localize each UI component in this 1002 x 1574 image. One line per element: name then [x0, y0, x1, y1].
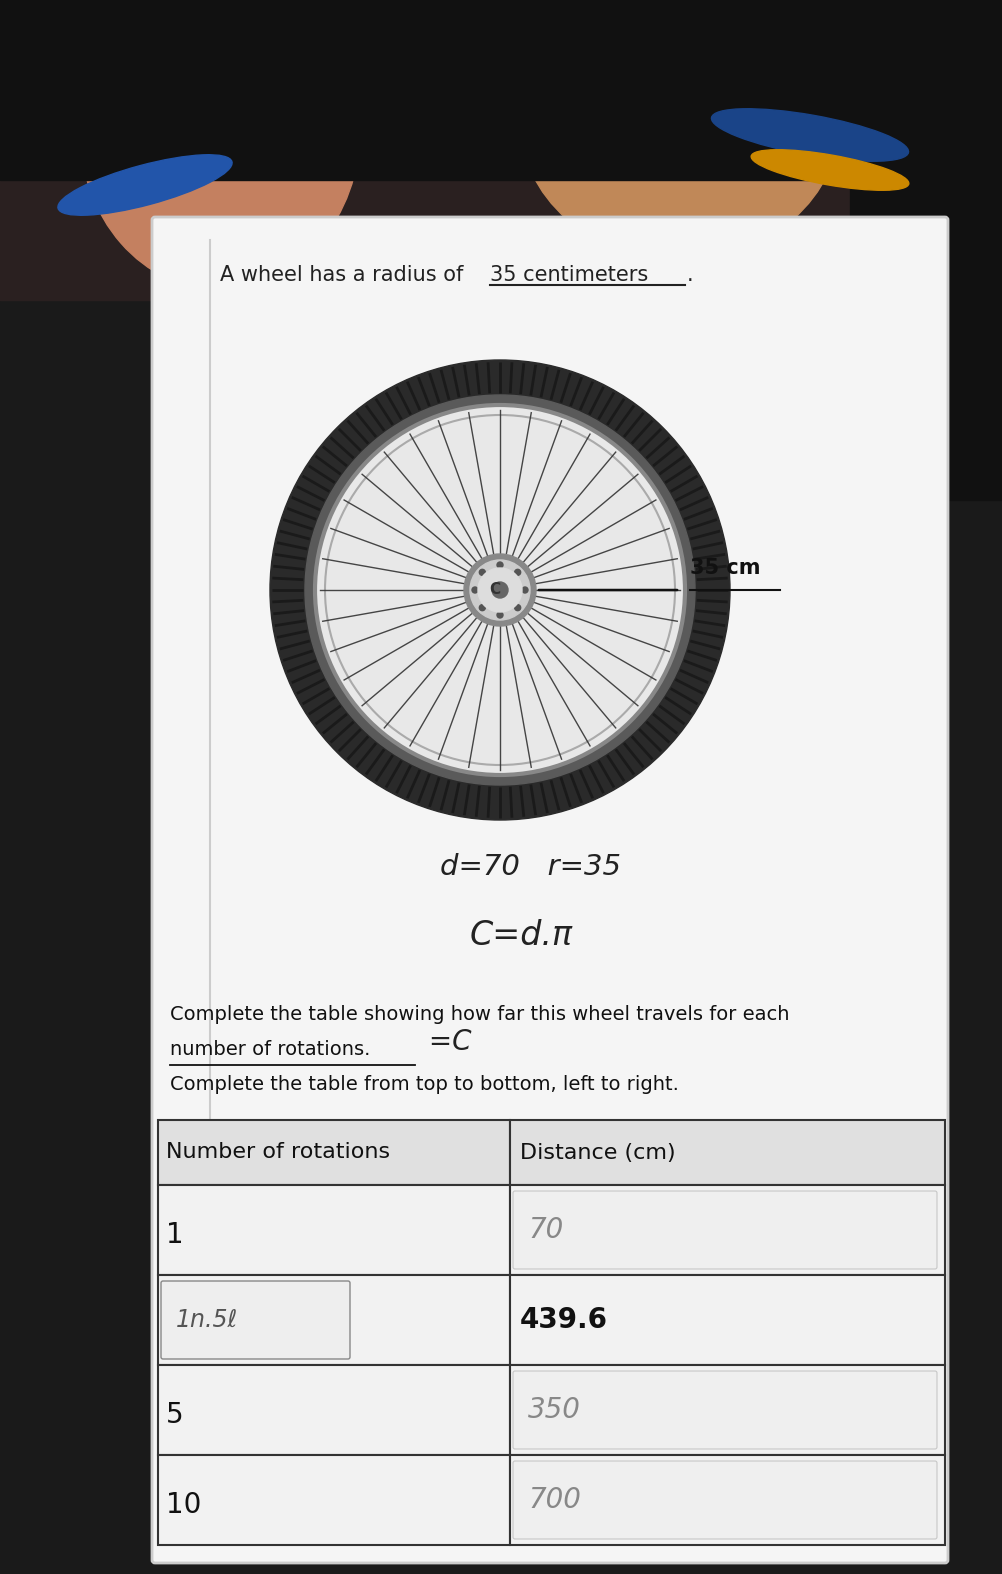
Text: A wheel has a radius of: A wheel has a radius of: [219, 264, 470, 285]
Text: 439.6: 439.6: [519, 1306, 607, 1335]
Circle shape: [464, 554, 535, 626]
Ellipse shape: [58, 154, 231, 216]
Ellipse shape: [750, 150, 908, 190]
Text: 35 cm: 35 cm: [689, 559, 760, 578]
FancyBboxPatch shape: [152, 217, 947, 1563]
Text: Complete the table from top to bottom, left to right.: Complete the table from top to bottom, l…: [169, 1075, 678, 1094]
FancyBboxPatch shape: [512, 1192, 936, 1269]
Circle shape: [479, 570, 485, 576]
Bar: [158, 1454, 509, 1546]
FancyBboxPatch shape: [161, 1281, 350, 1358]
Bar: [0, 0, 1002, 179]
Bar: [509, 1275, 944, 1365]
Text: number of rotations.: number of rotations.: [169, 1040, 370, 1059]
Circle shape: [521, 587, 527, 593]
Ellipse shape: [80, 0, 360, 290]
Text: 5: 5: [166, 1401, 183, 1429]
Bar: [509, 1185, 944, 1275]
Bar: [849, 0, 1002, 501]
Text: 1: 1: [166, 1221, 183, 1250]
Text: Distance (cm): Distance (cm): [519, 1143, 675, 1163]
Text: 350: 350: [527, 1396, 580, 1424]
Circle shape: [315, 405, 684, 774]
Bar: [158, 1185, 509, 1275]
Text: 35 centimeters: 35 centimeters: [490, 264, 647, 285]
Bar: [509, 1454, 944, 1546]
Text: .: .: [686, 264, 693, 285]
Text: 1n.5ℓ: 1n.5ℓ: [175, 1308, 238, 1332]
Circle shape: [492, 582, 507, 598]
Text: C=d.π: C=d.π: [470, 919, 572, 952]
Text: 700: 700: [527, 1486, 580, 1514]
Circle shape: [472, 587, 478, 593]
Text: Number of rotations: Number of rotations: [166, 1143, 390, 1163]
Circle shape: [270, 360, 729, 820]
Circle shape: [514, 604, 520, 611]
Ellipse shape: [710, 109, 908, 161]
Bar: [158, 1275, 509, 1365]
Text: =C: =C: [420, 1028, 471, 1056]
Circle shape: [497, 612, 502, 619]
Circle shape: [305, 395, 694, 785]
Circle shape: [497, 562, 502, 568]
FancyBboxPatch shape: [512, 1461, 936, 1539]
Bar: [509, 1365, 944, 1454]
Circle shape: [478, 568, 521, 612]
FancyBboxPatch shape: [512, 1371, 936, 1450]
Circle shape: [479, 604, 485, 611]
Bar: [158, 1121, 509, 1185]
Circle shape: [514, 570, 520, 576]
Bar: [158, 1365, 509, 1454]
Text: 70: 70: [527, 1217, 563, 1243]
Text: d=70   r=35: d=70 r=35: [440, 853, 620, 881]
Bar: [509, 1121, 944, 1185]
Text: C: C: [489, 582, 500, 598]
Text: 10: 10: [166, 1491, 201, 1519]
Ellipse shape: [519, 0, 839, 260]
Circle shape: [470, 560, 529, 620]
Text: Complete the table showing how far this wheel travels for each: Complete the table showing how far this …: [169, 1006, 789, 1025]
